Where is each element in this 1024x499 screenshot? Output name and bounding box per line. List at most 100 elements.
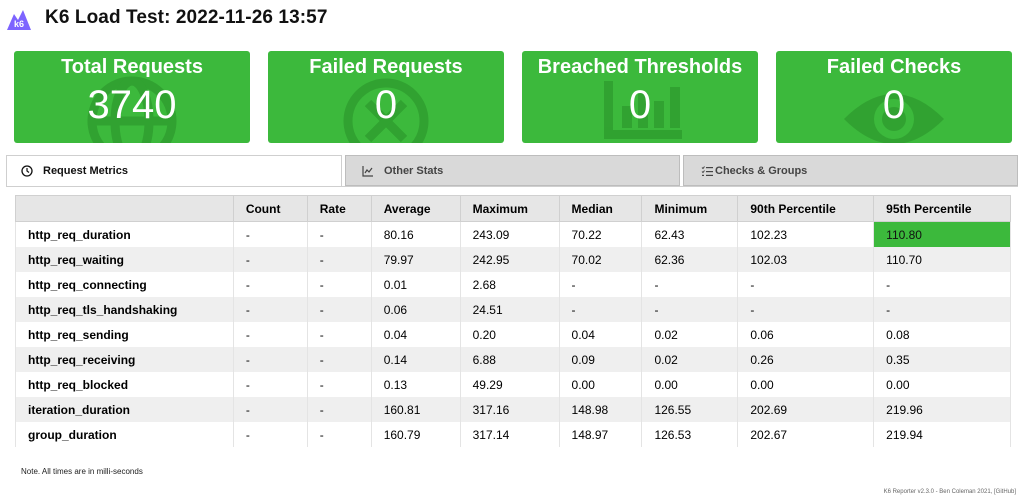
column-header: Average [370, 195, 461, 222]
table-row: http_req_blocked - -0.13 49.29 0.00 0.00 0.00 0… [15, 372, 1011, 397]
metric-value-cell: 49.29 [459, 372, 560, 397]
metric-value-cell: - [641, 272, 739, 297]
tab-bar: Request Metrics Other Stats Checks & Gro… [6, 155, 1018, 186]
metric-value-cell: 0.26 [737, 347, 875, 372]
column-header: Minimum [641, 195, 739, 222]
metric-value-cell: - [641, 297, 739, 322]
request-metrics-table: Count Rate Average Maximum Median Minimum 90th… [15, 195, 1011, 447]
table-row: http_req_waiting - -79.97 242.95 70.02 62.36 1… [15, 247, 1011, 272]
metric-value-cell: 0.02 [641, 347, 739, 372]
metric-value-cell: 62.36 [641, 247, 739, 272]
page-header: k6 K6 Load Test: 2022-11-26 13:57 [6, 4, 328, 32]
metric-value-cell: - [737, 297, 875, 322]
metric-value-cell: 110.70 [873, 247, 1011, 272]
tab-label: Other Stats [384, 164, 444, 177]
metric-value-cell: - [306, 347, 372, 372]
column-header: Maximum [459, 195, 560, 222]
metric-value-cell: - [306, 322, 372, 347]
metric-value-cell: - [232, 372, 308, 397]
metric-value-cell: - [306, 247, 372, 272]
metric-value-cell: - [232, 221, 308, 247]
metric-value-cell: - [306, 221, 372, 247]
failed-checks-card: Failed Checks 0 [776, 51, 1012, 143]
card-label: Breached Thresholds [537, 56, 743, 78]
tab-request-metrics[interactable]: Request Metrics [6, 155, 342, 186]
table-row: http_req_tls_handshaking - -0.06 24.51- - - - [15, 297, 1011, 322]
tab-divider [6, 186, 1018, 187]
metric-value-cell: 6.88 [459, 347, 560, 372]
failed-requests-card: Failed Requests 0 [268, 51, 504, 143]
metric-value-cell: 62.43 [641, 221, 739, 247]
metric-value-cell: 79.97 [370, 247, 461, 272]
column-header: Median [558, 195, 643, 222]
metric-value-cell: - [873, 272, 1011, 297]
metric-value-cell: 148.98 [558, 397, 643, 422]
column-header: 95th Percentile [873, 195, 1011, 222]
column-header: 90th Percentile [737, 195, 875, 222]
metric-value-cell: 0.01 [370, 272, 461, 297]
metric-value-cell: 126.53 [641, 422, 739, 447]
metric-name-cell: http_req_waiting [15, 247, 234, 272]
k6-logo-icon: k6 [7, 10, 31, 30]
table-row: http_req_duration - -80.16 243.09 70.22 62.43… [15, 221, 1011, 247]
metric-name-cell: http_req_tls_handshaking [15, 297, 234, 322]
metric-value-cell: - [232, 422, 308, 447]
metric-value-cell: 0.06 [737, 322, 875, 347]
metric-value-cell: 202.67 [737, 422, 875, 447]
clock-icon [21, 165, 33, 177]
metric-value-cell: - [558, 297, 643, 322]
tab-checks-groups[interactable]: Checks & Groups [683, 155, 1018, 186]
metric-value-cell: - [737, 272, 875, 297]
tab-label: Checks & Groups [715, 164, 808, 177]
metric-name-cell: iteration_duration [15, 397, 234, 422]
metric-value-cell: 202.69 [737, 397, 875, 422]
x-circle-icon [343, 78, 429, 143]
bar-chart-icon [604, 81, 682, 139]
eye-icon [844, 94, 944, 143]
globe-icon [87, 76, 177, 143]
metric-value-cell: 0.04 [370, 322, 461, 347]
metric-value-cell: - [232, 397, 308, 422]
table-row: http_req_sending - -0.04 0.20 0.04 0.02 0.06 0.… [15, 322, 1011, 347]
card-value: 0 [374, 83, 398, 127]
footer-credit: K6 Reporter v2.3.0 - Ben Coleman 2021, [… [883, 489, 1016, 495]
table-row: http_req_receiving - -0.14 6.88 0.09 0.02 0.26… [15, 347, 1011, 372]
metric-name-cell: http_req_sending [15, 322, 234, 347]
metric-value-cell: - [558, 272, 643, 297]
card-value: 0 [628, 83, 652, 127]
metric-value-cell: - [306, 297, 372, 322]
metric-name-cell: http_req_receiving [15, 347, 234, 372]
metric-value-cell: 0.13 [370, 372, 461, 397]
metric-value-cell: 0.00 [873, 372, 1011, 397]
units-note: Note. All times are in milli-seconds [21, 467, 143, 476]
metric-value-cell: - [232, 272, 308, 297]
card-label: Failed Checks [826, 56, 962, 78]
metric-value-cell: - [306, 272, 372, 297]
breached-thresholds-card: Breached Thresholds 0 [522, 51, 758, 143]
list-check-icon [701, 165, 713, 176]
metric-value-cell: 110.80 [873, 221, 1011, 247]
metric-value-cell: 160.79 [370, 422, 461, 447]
summary-cards: Total Requests 3740 Failed Requests 0 Br… [14, 51, 1012, 143]
metric-value-cell: 0.00 [641, 372, 739, 397]
tab-label: Request Metrics [43, 165, 128, 177]
metric-value-cell: 0.00 [737, 372, 875, 397]
table-row: iteration_duration - -160.81 317.16 148.98 12… [15, 397, 1011, 422]
metric-value-cell: 70.22 [558, 221, 643, 247]
metric-value-cell: - [232, 322, 308, 347]
metric-value-cell: 0.04 [558, 322, 643, 347]
metric-name-cell: http_req_connecting [15, 272, 234, 297]
metric-value-cell: 0.00 [558, 372, 643, 397]
metric-value-cell: - [873, 297, 1011, 322]
metric-value-cell: 317.16 [459, 397, 560, 422]
metric-value-cell: - [232, 297, 308, 322]
metric-value-cell: 0.35 [873, 347, 1011, 372]
metric-value-cell: - [306, 422, 372, 447]
metric-value-cell: 0.06 [370, 297, 461, 322]
metric-value-cell: 0.08 [873, 322, 1011, 347]
metric-value-cell: 0.20 [459, 322, 560, 347]
card-label: Failed Requests [309, 56, 463, 78]
metric-value-cell: 70.02 [558, 247, 643, 272]
metric-value-cell: 0.02 [641, 322, 739, 347]
tab-other-stats[interactable]: Other Stats [345, 155, 680, 186]
